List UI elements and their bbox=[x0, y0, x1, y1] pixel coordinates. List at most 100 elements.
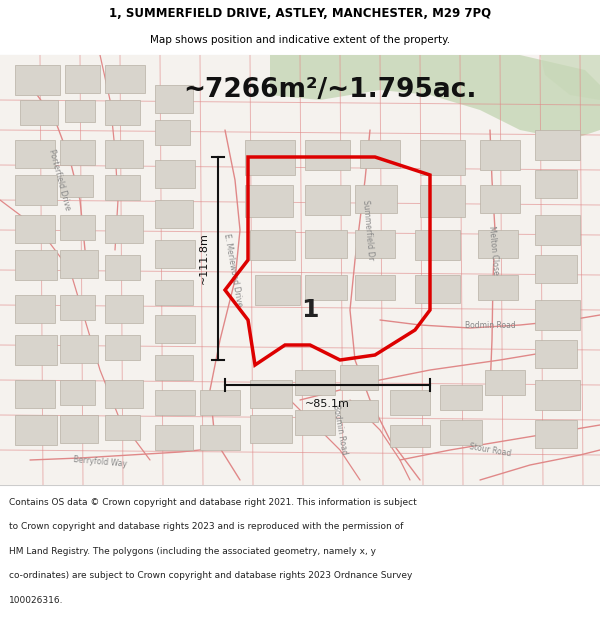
Bar bbox=[355, 275, 395, 300]
Text: co-ordinates) are subject to Crown copyright and database rights 2023 Ordnance S: co-ordinates) are subject to Crown copyr… bbox=[9, 571, 412, 580]
Text: 1: 1 bbox=[301, 298, 319, 322]
Bar bbox=[478, 275, 518, 300]
Bar bbox=[535, 170, 577, 198]
Bar bbox=[200, 390, 240, 415]
Bar bbox=[155, 200, 193, 228]
Bar bbox=[105, 100, 140, 125]
Bar bbox=[250, 415, 292, 443]
Bar bbox=[420, 185, 465, 217]
Bar bbox=[105, 175, 140, 200]
Text: Map shows position and indicative extent of the property.: Map shows position and indicative extent… bbox=[150, 34, 450, 44]
Bar bbox=[305, 230, 347, 258]
Bar bbox=[155, 280, 193, 305]
Text: E. Merlewood Drive: E. Merlewood Drive bbox=[222, 232, 244, 308]
Bar bbox=[340, 400, 378, 422]
Bar bbox=[305, 185, 350, 215]
Bar bbox=[485, 370, 525, 395]
Bar bbox=[305, 140, 350, 170]
Bar bbox=[60, 335, 98, 363]
Bar bbox=[65, 100, 95, 122]
Bar bbox=[535, 300, 580, 330]
Bar bbox=[250, 380, 292, 408]
Bar bbox=[15, 175, 57, 205]
Bar bbox=[420, 140, 465, 175]
Text: 100026316.: 100026316. bbox=[9, 596, 64, 604]
Bar bbox=[60, 175, 93, 197]
Bar bbox=[155, 120, 190, 145]
Bar bbox=[360, 140, 400, 168]
Bar bbox=[440, 385, 482, 410]
Bar bbox=[155, 315, 195, 343]
Bar bbox=[105, 295, 143, 323]
Bar bbox=[535, 340, 577, 368]
Bar bbox=[355, 230, 395, 258]
Bar bbox=[250, 230, 295, 260]
Text: ~111.8m: ~111.8m bbox=[199, 232, 209, 284]
Bar bbox=[60, 215, 95, 240]
Bar bbox=[535, 380, 580, 410]
Bar bbox=[295, 410, 335, 435]
Bar bbox=[105, 335, 140, 360]
Bar bbox=[535, 255, 577, 283]
Bar bbox=[440, 420, 482, 445]
Text: Bodmin Road: Bodmin Road bbox=[331, 404, 349, 456]
Bar bbox=[200, 425, 240, 450]
Bar bbox=[155, 240, 195, 268]
Text: Contains OS data © Crown copyright and database right 2021. This information is : Contains OS data © Crown copyright and d… bbox=[9, 498, 417, 507]
Bar bbox=[390, 390, 430, 415]
Text: ~85.1m: ~85.1m bbox=[305, 399, 350, 409]
Bar bbox=[105, 415, 140, 440]
Bar bbox=[415, 230, 460, 260]
Bar bbox=[15, 335, 57, 365]
Text: to Crown copyright and database rights 2023 and is reproduced with the permissio: to Crown copyright and database rights 2… bbox=[9, 522, 403, 531]
Bar bbox=[105, 380, 143, 408]
Text: Melton Close: Melton Close bbox=[487, 225, 500, 275]
Bar bbox=[535, 215, 580, 245]
Bar bbox=[245, 140, 295, 175]
Bar bbox=[15, 65, 60, 95]
Text: Berryfold Way: Berryfold Way bbox=[73, 455, 127, 469]
Bar bbox=[480, 140, 520, 170]
Bar bbox=[155, 355, 193, 380]
Bar bbox=[255, 275, 300, 305]
Bar bbox=[535, 130, 580, 160]
Polygon shape bbox=[270, 55, 600, 140]
Bar bbox=[60, 140, 95, 165]
Text: Bodmin Road: Bodmin Road bbox=[464, 321, 515, 329]
Bar bbox=[355, 185, 397, 213]
Text: Stour Road: Stour Road bbox=[469, 442, 512, 458]
Bar bbox=[478, 230, 518, 258]
Bar bbox=[60, 380, 95, 405]
Bar bbox=[390, 425, 430, 447]
Bar bbox=[480, 185, 520, 213]
Text: Porterfield Drive: Porterfield Drive bbox=[47, 149, 73, 211]
Bar bbox=[155, 390, 195, 415]
Bar bbox=[340, 365, 378, 390]
Bar bbox=[245, 185, 293, 217]
Text: HM Land Registry. The polygons (including the associated geometry, namely x, y: HM Land Registry. The polygons (includin… bbox=[9, 547, 376, 556]
Bar bbox=[60, 250, 98, 278]
Bar bbox=[60, 295, 95, 320]
Bar bbox=[15, 215, 55, 243]
Bar bbox=[155, 85, 193, 113]
Bar bbox=[105, 65, 145, 93]
Text: ~7266m²/~1.795ac.: ~7266m²/~1.795ac. bbox=[183, 77, 477, 103]
Bar bbox=[15, 295, 55, 323]
Bar bbox=[155, 160, 195, 188]
Bar bbox=[65, 65, 100, 93]
Bar bbox=[20, 100, 58, 125]
Bar bbox=[15, 380, 55, 408]
Text: 1, SUMMERFIELD DRIVE, ASTLEY, MANCHESTER, M29 7PQ: 1, SUMMERFIELD DRIVE, ASTLEY, MANCHESTER… bbox=[109, 8, 491, 20]
Bar bbox=[105, 215, 143, 243]
Bar bbox=[415, 275, 460, 303]
Bar bbox=[305, 275, 347, 300]
Bar bbox=[60, 415, 98, 443]
Polygon shape bbox=[540, 55, 600, 100]
Bar bbox=[15, 250, 57, 280]
Bar bbox=[15, 415, 57, 445]
Bar bbox=[15, 140, 55, 168]
Bar bbox=[105, 140, 143, 168]
Bar bbox=[295, 370, 335, 395]
Text: Summerfield Dr: Summerfield Dr bbox=[361, 199, 375, 261]
Bar bbox=[535, 420, 577, 448]
